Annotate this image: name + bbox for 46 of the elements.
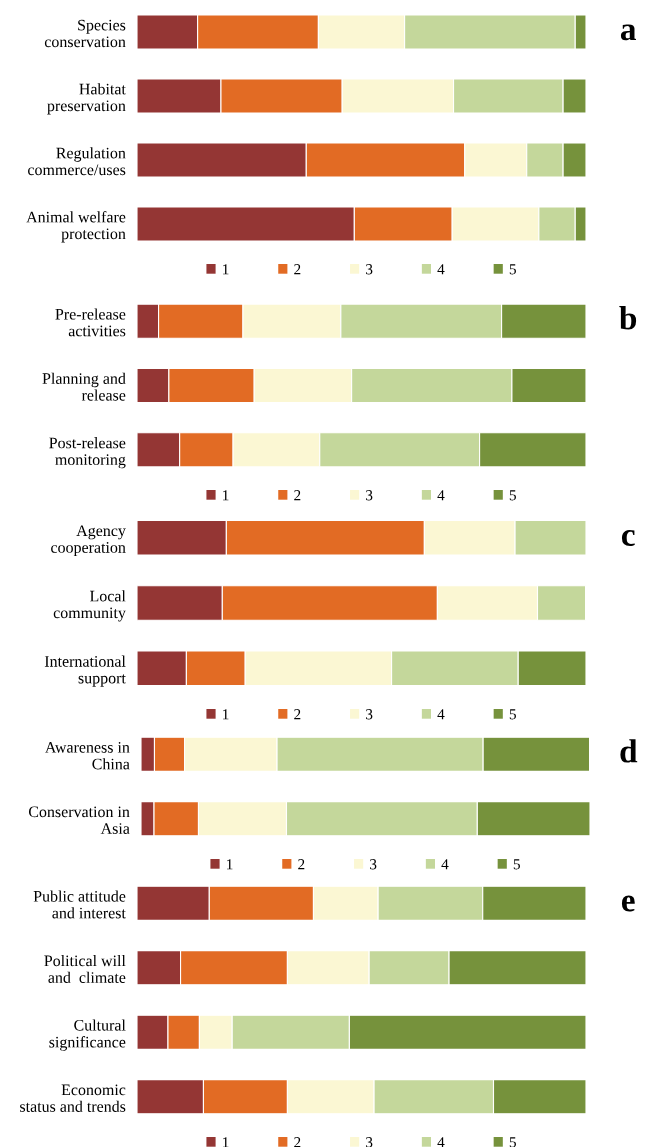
legend-label: 5 xyxy=(509,1137,516,1147)
y-tick-label: Species conservation xyxy=(44,19,126,48)
y-tick-label: Pre-release activities xyxy=(55,308,126,337)
legend-label: 3 xyxy=(366,1137,373,1147)
legend-label: 3 xyxy=(366,490,373,501)
legend-label: 2 xyxy=(294,264,301,275)
legend-label: 2 xyxy=(298,859,305,870)
legend-label: 5 xyxy=(513,859,520,870)
legend-label: 1 xyxy=(227,859,233,870)
text: c xyxy=(621,529,635,546)
legend-label: 5 xyxy=(509,709,516,720)
legend-label: 2 xyxy=(294,490,301,501)
legend-label: 1 xyxy=(223,264,229,275)
legend-label: 1 xyxy=(223,490,229,501)
y-tick-label: International support xyxy=(44,655,126,687)
legend-label: 4 xyxy=(437,1137,445,1147)
legend-label: 1 xyxy=(223,1137,229,1147)
y-tick-label: Cultural significance xyxy=(49,1019,126,1051)
y-tick-label: Habitat preservation xyxy=(47,83,126,115)
legend-label: 5 xyxy=(509,264,516,275)
legend-label: 2 xyxy=(294,709,301,720)
text: d xyxy=(620,739,638,763)
y-tick-label: Animal welfare protection xyxy=(26,211,126,243)
legend-label: 4 xyxy=(441,859,449,870)
legend-label: 5 xyxy=(509,490,516,501)
y-tick-label: Public attitude and interest xyxy=(33,890,126,919)
text: b xyxy=(619,306,637,330)
legend-label: 3 xyxy=(366,709,373,720)
y-tick-label: Local community xyxy=(53,590,126,622)
y-tick-label: Economic status and trends xyxy=(20,1084,126,1112)
legend-label: 4 xyxy=(437,709,445,720)
legend-label: 4 xyxy=(437,264,445,275)
y-tick-label: Conservation in Asia xyxy=(28,806,130,834)
legend-label: 1 xyxy=(223,709,229,720)
y-tick-label: Political will and climate xyxy=(44,954,126,983)
legend-label: 3 xyxy=(370,859,377,870)
y-tick-label: Planning and release xyxy=(42,372,126,401)
legend-label: 2 xyxy=(294,1137,301,1147)
y-tick-label: Regulation commerce/uses xyxy=(28,147,126,176)
y-tick-label: Post-release monitoring xyxy=(49,437,126,469)
text: a xyxy=(620,24,637,41)
y-tick-label: Awareness in China xyxy=(45,741,130,770)
legend-label: 3 xyxy=(366,264,373,275)
legend-label: 4 xyxy=(437,490,445,501)
text: e xyxy=(621,895,635,912)
y-tick-label: Agency cooperation xyxy=(51,525,126,557)
